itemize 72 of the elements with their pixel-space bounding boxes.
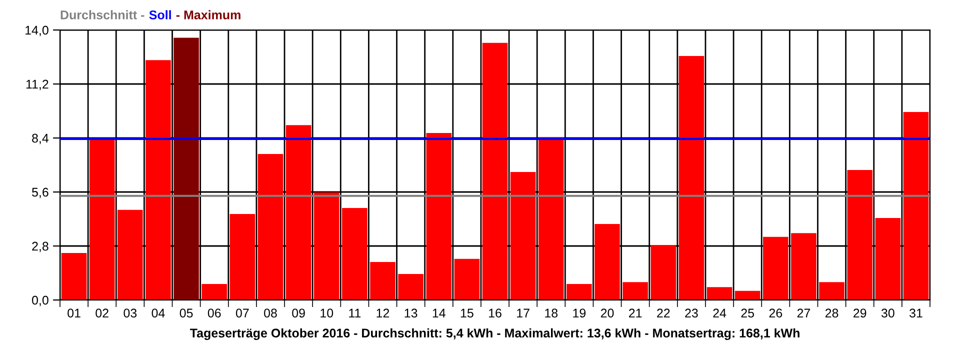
bar [903, 112, 929, 300]
bar [538, 137, 564, 300]
x-tick-label: 15 [460, 308, 474, 318]
bar [454, 258, 480, 300]
x-tick-label: 26 [769, 308, 782, 318]
x-tick-label: 25 [741, 308, 754, 318]
y-tick-label: 5,6 [32, 188, 48, 198]
x-tick-label: 13 [404, 308, 418, 318]
bar [482, 42, 508, 300]
x-tick-label: 17 [517, 308, 530, 318]
bar [426, 132, 452, 300]
bar [734, 290, 760, 300]
bar [875, 218, 901, 300]
x-tick-label: 29 [854, 308, 866, 318]
bar [763, 236, 788, 300]
x-tick-label: 23 [685, 308, 698, 318]
x-tick-label: 24 [713, 308, 726, 318]
x-tick-label: 04 [152, 308, 165, 318]
bar [398, 274, 424, 300]
bar [706, 287, 732, 300]
bar [258, 154, 284, 300]
x-tick-label: 30 [881, 308, 894, 318]
bar [622, 282, 648, 300]
x-tick-label: 12 [376, 308, 390, 318]
x-tick-label: 27 [797, 308, 810, 318]
ref-line-label: Durchschnitt - [60, 10, 144, 20]
bar [510, 172, 536, 300]
bar [370, 262, 396, 300]
x-tick-label: 10 [320, 308, 334, 318]
bar [118, 210, 143, 300]
x-tick-label: 22 [657, 308, 670, 318]
y-tick-label: 0,0 [32, 296, 48, 306]
x-tick-label: 02 [96, 308, 108, 318]
bar [791, 233, 816, 300]
ref-line-label: Soll [149, 10, 171, 20]
x-tick-label: 31 [909, 308, 922, 318]
x-tick-label: 07 [236, 308, 249, 318]
bar [230, 214, 256, 300]
bar [847, 170, 872, 300]
y-tick-label: 14,0 [26, 26, 48, 36]
bar [594, 224, 620, 300]
x-tick-label: 03 [124, 308, 137, 318]
x-tick-label: 06 [208, 308, 221, 318]
x-tick-label: 16 [489, 308, 502, 318]
y-tick-label: 11,2 [26, 80, 48, 90]
bar [650, 245, 676, 300]
bar [202, 284, 227, 300]
bar [286, 125, 312, 300]
bar [89, 138, 115, 300]
x-tick-label: 19 [573, 308, 586, 318]
x-tick-label: 08 [264, 308, 277, 318]
bar [566, 284, 592, 300]
x-tick-label: 11 [349, 308, 361, 318]
x-tick-label: 01 [68, 308, 80, 318]
y-tick-label: 2,8 [32, 242, 48, 252]
bar [342, 208, 368, 300]
x-tick-label: 28 [825, 308, 838, 318]
bar [61, 252, 87, 300]
x-tick-label: 14 [432, 308, 446, 318]
bar [146, 60, 171, 300]
x-tick-label: 20 [600, 308, 614, 318]
x-tick-label: 05 [180, 308, 193, 318]
x-tick-label: 21 [629, 308, 642, 318]
y-tick-label: 8,4 [32, 134, 49, 144]
bar [678, 56, 704, 300]
x-axis-title: Tageserträge Oktober 2016 - Durchschnitt: 5,4 kWh - Maximalwert: 13,6 kWh - Monatsertrag: 168,1 kWh [190, 328, 800, 340]
x-tick-label: 09 [292, 308, 305, 318]
bar [819, 282, 844, 300]
x-tick-label: 18 [545, 308, 558, 318]
bar [314, 192, 340, 300]
chart-title: - Maximum [176, 10, 240, 20]
bar [174, 38, 199, 300]
